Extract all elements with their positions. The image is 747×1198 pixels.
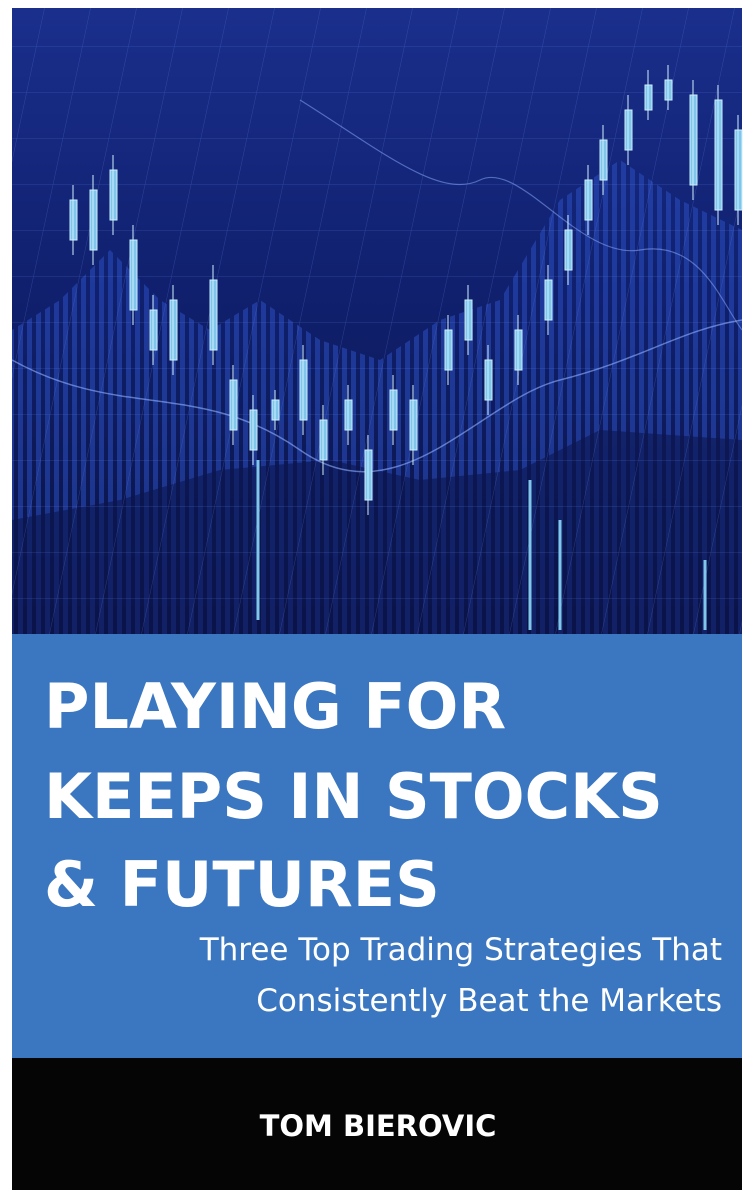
grid-overlay	[12, 8, 742, 634]
subtitle-line: Three Top Trading Strategies That	[199, 932, 722, 968]
subtitle-line: Consistently Beat the Markets	[256, 983, 722, 1019]
cover-image	[12, 8, 742, 634]
author: TOM BIEROVIC	[260, 1109, 497, 1143]
page: {"cover": { "title": ["PLAYING FOR", "KE…	[0, 0, 747, 1198]
book-cover: PLAYING FOR KEEPS IN STOCKS & FUTURES Th…	[0, 0, 747, 1198]
title-line: PLAYING FOR	[44, 670, 506, 743]
title-line: KEEPS IN STOCKS	[44, 760, 663, 833]
title-line: & FUTURES	[44, 848, 440, 921]
